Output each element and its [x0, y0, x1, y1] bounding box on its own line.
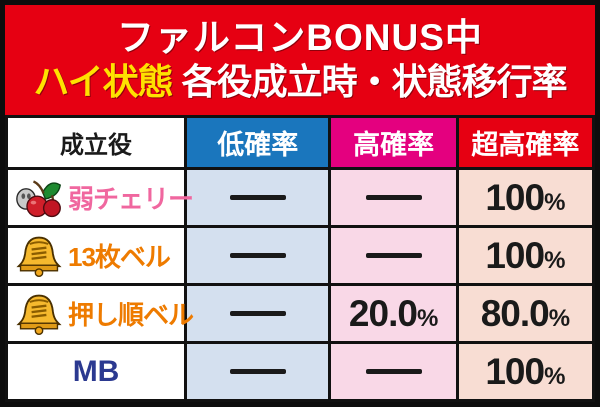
dash: [365, 369, 422, 374]
row-label: 13枚ベル: [68, 242, 171, 272]
rate-value: 100%: [485, 235, 566, 276]
dash: [229, 195, 286, 200]
rate-value: 20.0%: [348, 293, 439, 334]
dash: [229, 311, 286, 316]
dash: [365, 195, 422, 200]
table-row: 押し順ベル 20.0% 80.0%: [4, 283, 596, 344]
table-row: 弱チェリー 100%: [4, 167, 596, 228]
banner-subtitle-rest: 各役成立時・状態移行率: [181, 61, 568, 103]
column-header-super: 超高確率: [455, 115, 596, 170]
rate-value: 100%: [485, 351, 566, 392]
column-header-role: 成立役: [4, 115, 188, 170]
table-row: 13枚ベル 100%: [4, 225, 596, 286]
rate-table: 成立役 低確率 高確率 超高確率: [4, 115, 596, 402]
column-header-high: 高確率: [328, 115, 459, 170]
table-row: MB 100%: [4, 341, 596, 402]
banner-title: ファルコンBONUS中: [117, 17, 483, 59]
bell-icon: [15, 292, 63, 336]
cherry-icon: [15, 176, 63, 220]
bell-icon: [15, 234, 63, 278]
rate-value: 100%: [485, 177, 566, 218]
row-label: MB: [72, 354, 120, 388]
banner-subtitle-highlight: ハイ状態: [33, 61, 173, 103]
banner-subtitle: ハイ状態 各役成立時・状態移行率: [33, 61, 568, 103]
row-label: 押し順ベル: [68, 300, 194, 330]
table-header-row: 成立役 低確率 高確率 超高確率: [4, 115, 596, 170]
row-label: 弱チェリー: [68, 184, 194, 214]
title-banner: ファルコンBONUS中 ハイ状態 各役成立時・状態移行率: [5, 5, 595, 115]
column-header-low: 低確率: [184, 115, 332, 170]
dash: [229, 369, 286, 374]
rate-value: 80.0%: [480, 293, 571, 334]
dash: [229, 253, 286, 258]
dash: [365, 253, 422, 258]
